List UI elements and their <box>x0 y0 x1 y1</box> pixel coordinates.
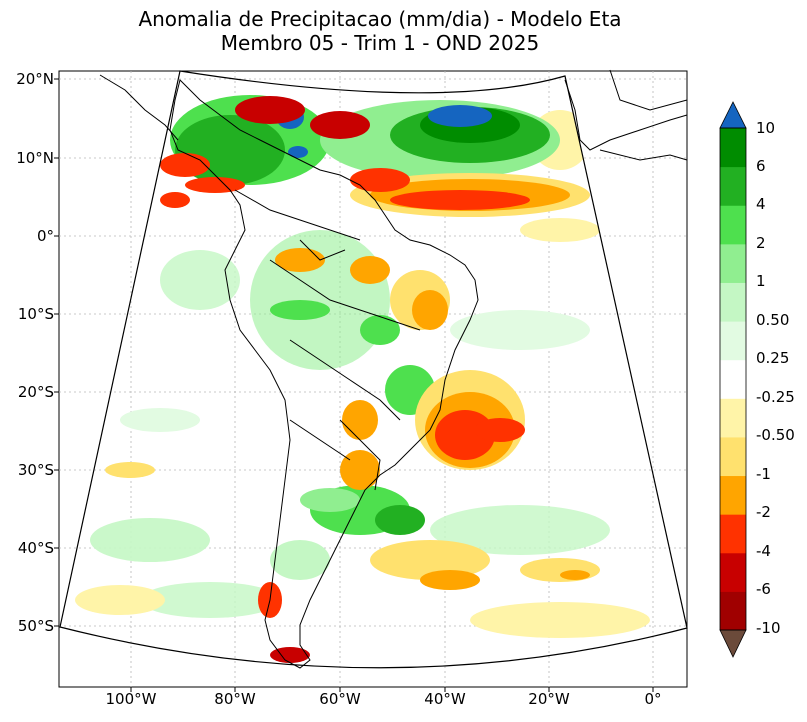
colorbar-segment <box>720 514 746 554</box>
colorbar-segment <box>720 243 746 283</box>
colorbar-label: 1 <box>756 272 766 290</box>
colorbar-segment <box>720 205 746 245</box>
lat-label: 20°N <box>16 70 54 88</box>
lat-label: 30°S <box>17 461 54 479</box>
lon-label: 80°W <box>214 690 256 708</box>
colorbar-label: -0.50 <box>756 426 795 444</box>
map-title-line1: Anomalia de Precipitacao (mm/dia) - Mode… <box>138 7 622 31</box>
lon-label: 0° <box>644 690 662 708</box>
colorbar-segment <box>720 128 746 168</box>
colorbar-frame <box>719 127 747 631</box>
lat-label: 10°S <box>17 305 54 323</box>
projection-boundary <box>59 70 688 669</box>
colorbar-segment <box>720 166 746 206</box>
colorbar-label: 0.25 <box>756 349 790 367</box>
colorbar-label: -1 <box>756 465 771 483</box>
lon-label: 20°W <box>528 690 570 708</box>
colorbar-label: 0.50 <box>756 311 790 329</box>
axis-ticks <box>54 78 654 692</box>
country-borders <box>99 69 688 669</box>
colorbar-top-arrow <box>719 101 747 129</box>
colorbar-bottom-arrow <box>719 629 747 658</box>
lon-label: 100°W <box>105 690 157 708</box>
lat-label: 50°S <box>17 617 54 635</box>
colorbar-segment <box>720 591 746 631</box>
lat-label: 20°S <box>17 383 54 401</box>
colorbar-segment <box>720 552 746 592</box>
anomaly-field <box>75 95 650 663</box>
colorbar <box>719 101 747 658</box>
colorbar-label: -6 <box>756 580 771 598</box>
colorbar-segment <box>720 282 746 322</box>
colorbar-label: -2 <box>756 503 771 521</box>
lon-label: 60°W <box>319 690 361 708</box>
colorbar-segment <box>720 359 746 399</box>
colorbar-segment <box>720 475 746 515</box>
colorbar-label: -4 <box>756 542 771 560</box>
colorbar-segment <box>720 436 746 477</box>
map-title-line2: Membro 05 - Trim 1 - OND 2025 <box>220 31 540 55</box>
lon-label: 40°W <box>424 690 466 708</box>
colorbar-segment <box>720 398 746 438</box>
colorbar-label: 4 <box>756 195 766 213</box>
colorbar-label: 6 <box>756 157 766 175</box>
colorbar-label: 10 <box>756 119 776 137</box>
lat-label: 0° <box>36 227 54 245</box>
lat-label: 10°N <box>16 149 54 167</box>
lat-label: 40°S <box>17 539 54 557</box>
colorbar-segment <box>720 321 746 361</box>
colorbar-label: -0.25 <box>756 388 795 406</box>
colorbar-label: -10 <box>756 619 781 637</box>
colorbar-label: 2 <box>756 234 766 252</box>
